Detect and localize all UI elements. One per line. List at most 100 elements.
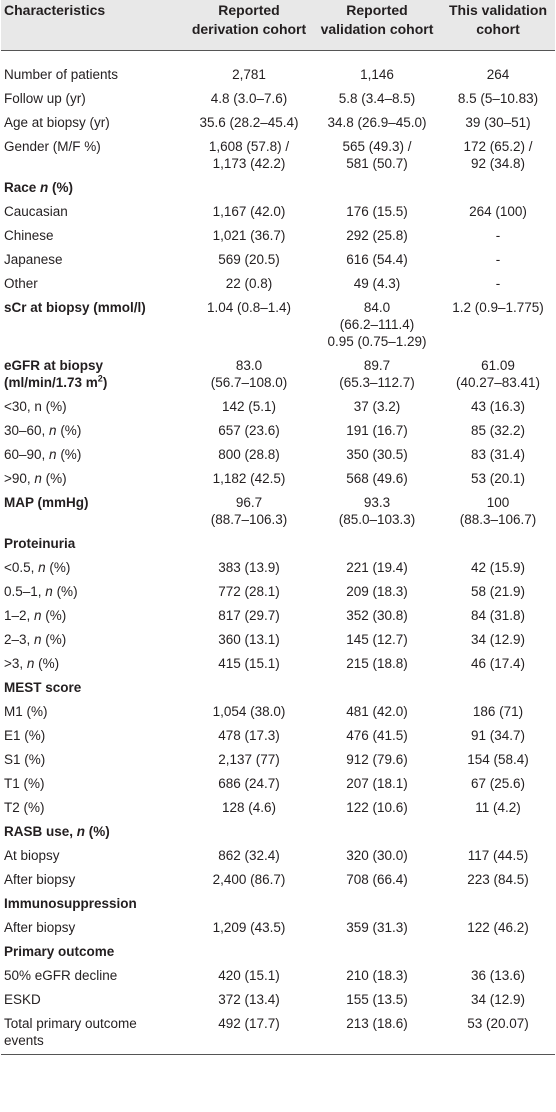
cell-value: 1,182 (42.5) bbox=[212, 471, 286, 486]
label-text: >3, bbox=[4, 656, 27, 671]
cell-value: 223 (84.5) bbox=[467, 872, 529, 887]
table-row: Other 22 (0.8) 49 (4.3) - bbox=[1, 272, 555, 296]
cell-line: 61.09 bbox=[481, 358, 515, 373]
cell-value: 176 (15.5) bbox=[346, 204, 408, 219]
cell-value: 22 (0.8) bbox=[225, 276, 273, 291]
cell-line: 83.0 bbox=[235, 358, 263, 373]
cell-value: 145 (12.7) bbox=[346, 632, 408, 647]
cell-value: 128 (4.6) bbox=[221, 800, 277, 815]
cell-line: 565 (49.3) / bbox=[342, 139, 412, 154]
cell-line: (56.7–108.0) bbox=[210, 375, 288, 390]
row-label: <30, n (%) bbox=[4, 399, 67, 414]
cell-value: 209 (18.3) bbox=[346, 584, 408, 599]
cell-value: 415 (15.1) bbox=[218, 656, 280, 671]
row-label: 60–90, n (%) bbox=[1, 443, 185, 467]
cell-line: 100 bbox=[486, 495, 510, 510]
table-row: T2 (%) 128 (4.6) 122 (10.6) 11 (4.2) bbox=[1, 796, 555, 820]
section-label-italic: n bbox=[40, 180, 49, 195]
cell-value: 478 (17.3) bbox=[218, 728, 280, 743]
cell-value: 61.09 (40.27–83.41) bbox=[441, 354, 555, 395]
section-label: Race n (%) bbox=[1, 176, 185, 200]
cell-value: 84 (31.8) bbox=[470, 608, 526, 623]
table-row: MAP (mmHg) 96.7 (88.7–106.3) 93.3 (85.0–10… bbox=[1, 491, 555, 532]
label-italic: n bbox=[34, 632, 42, 647]
cell-value: 1.2 (0.9–1.775) bbox=[452, 300, 544, 315]
cell-value: 1,608 (57.8) / 1,173 (42.2) bbox=[185, 135, 313, 176]
cell-line: 1,173 (42.2) bbox=[212, 156, 286, 171]
cell-value: - bbox=[495, 252, 501, 267]
cell-value: 91 (34.7) bbox=[470, 728, 526, 743]
row-label: 50% eGFR decline bbox=[4, 968, 118, 983]
label-suffix: (%) bbox=[34, 656, 60, 671]
table-row: 60–90, n (%) 800 (28.8) 350 (30.5) 83 (3… bbox=[1, 443, 555, 467]
label-text: 30–60, bbox=[4, 423, 50, 438]
header-derivation-cohort: Reported derivation cohort bbox=[191, 2, 307, 37]
section-row: Primary outcome bbox=[1, 940, 555, 964]
cell-value: 1,054 (38.0) bbox=[212, 704, 286, 719]
row-label: 1–2, n (%) bbox=[1, 604, 185, 628]
row-label: T2 (%) bbox=[4, 800, 45, 815]
cell-value: 89.7 (65.3–112.7) bbox=[313, 354, 441, 395]
cell-value: 264 bbox=[486, 67, 510, 82]
header-characteristics: Characteristics bbox=[4, 2, 106, 18]
header-reported-validation-cohort: Reported validation cohort bbox=[320, 2, 434, 37]
cell-value: 372 (13.4) bbox=[218, 992, 280, 1007]
cell-value: 492 (17.7) bbox=[218, 1016, 280, 1031]
cell-value: 800 (28.8) bbox=[218, 447, 280, 462]
cell-value: 1,146 bbox=[360, 67, 394, 82]
label-italic: n bbox=[49, 447, 57, 462]
label-line-end: ) bbox=[102, 375, 108, 390]
table-row: sCr at biopsy (mmol/l) 1.04 (0.8–1.4) 84… bbox=[1, 296, 555, 354]
cell-value: 172 (65.2) / 92 (34.8) bbox=[441, 135, 555, 176]
cell-line: (66.2–111.4) bbox=[339, 317, 415, 332]
cell-value: 264 (100) bbox=[469, 204, 527, 219]
label-superscript: 2 bbox=[97, 373, 103, 384]
label-text: >90, bbox=[4, 471, 35, 486]
cell-value: 360 (13.1) bbox=[218, 632, 280, 647]
row-label: MAP (mmHg) bbox=[4, 495, 89, 510]
row-label: 2–3, n (%) bbox=[1, 628, 185, 652]
row-label: Caucasian bbox=[4, 204, 68, 219]
label-italic: n bbox=[38, 560, 46, 575]
row-label: M1 (%) bbox=[4, 704, 48, 719]
label-suffix: (%) bbox=[41, 608, 67, 623]
label-italic: n bbox=[34, 471, 42, 486]
row-label: After biopsy bbox=[4, 872, 76, 887]
cell-value: 122 (10.6) bbox=[346, 800, 408, 815]
cell-value: 49 (4.3) bbox=[353, 276, 401, 291]
label-text: 60–90, bbox=[4, 447, 50, 462]
row-label: Number of patients bbox=[4, 67, 119, 82]
table-row: ESKD 372 (13.4) 155 (13.5) 34 (12.9) bbox=[1, 988, 555, 1012]
cell-line: (88.7–106.3) bbox=[210, 512, 288, 527]
row-label: S1 (%) bbox=[4, 752, 46, 767]
cell-line: 581 (50.7) bbox=[346, 156, 408, 171]
section-row: RASB use, n (%) bbox=[1, 820, 555, 844]
cell-line: (40.27–83.41) bbox=[455, 375, 541, 390]
label-text: 1–2, bbox=[4, 608, 35, 623]
row-label: At biopsy bbox=[4, 848, 60, 863]
cell-value: 53 (20.1) bbox=[470, 471, 526, 486]
table-row: >3, n (%) 415 (15.1) 215 (18.8) 46 (17.4… bbox=[1, 652, 555, 676]
cell-value: 5.8 (3.4–8.5) bbox=[338, 91, 416, 106]
table-row: Caucasian 1,167 (42.0) 176 (15.5) 264 (1… bbox=[1, 200, 555, 224]
label-suffix: (%) bbox=[41, 471, 67, 486]
section-row: Proteinuria bbox=[1, 532, 555, 556]
label-suffix: (%) bbox=[52, 584, 78, 599]
cell-value: 4.8 (3.0–7.6) bbox=[210, 91, 288, 106]
cell-value: 2,137 (77) bbox=[218, 752, 280, 767]
row-label: Age at biopsy (yr) bbox=[4, 115, 110, 130]
cell-line: 89.7 bbox=[363, 358, 391, 373]
table-row: >90, n (%) 1,182 (42.5) 568 (49.6) 53 (2… bbox=[1, 467, 555, 491]
cell-line: 92 (34.8) bbox=[470, 156, 526, 171]
cell-value: 36 (13.6) bbox=[470, 968, 526, 983]
characteristics-table: Characteristics Reported derivation coho… bbox=[1, 0, 555, 1055]
cell-value: 215 (18.8) bbox=[346, 656, 408, 671]
cell-value: 320 (30.0) bbox=[346, 848, 408, 863]
label-text: 2–3, bbox=[4, 632, 35, 647]
table-row: M1 (%) 1,054 (38.0) 481 (42.0) 186 (71) bbox=[1, 700, 555, 724]
section-row: Race n (%) bbox=[1, 176, 555, 200]
label-line: eGFR at biopsy bbox=[4, 358, 104, 373]
table-row: Total primary outcome events 492 (17.7) 2… bbox=[1, 1012, 555, 1055]
cell-value: 191 (16.7) bbox=[346, 423, 408, 438]
cell-value: 481 (42.0) bbox=[346, 704, 408, 719]
